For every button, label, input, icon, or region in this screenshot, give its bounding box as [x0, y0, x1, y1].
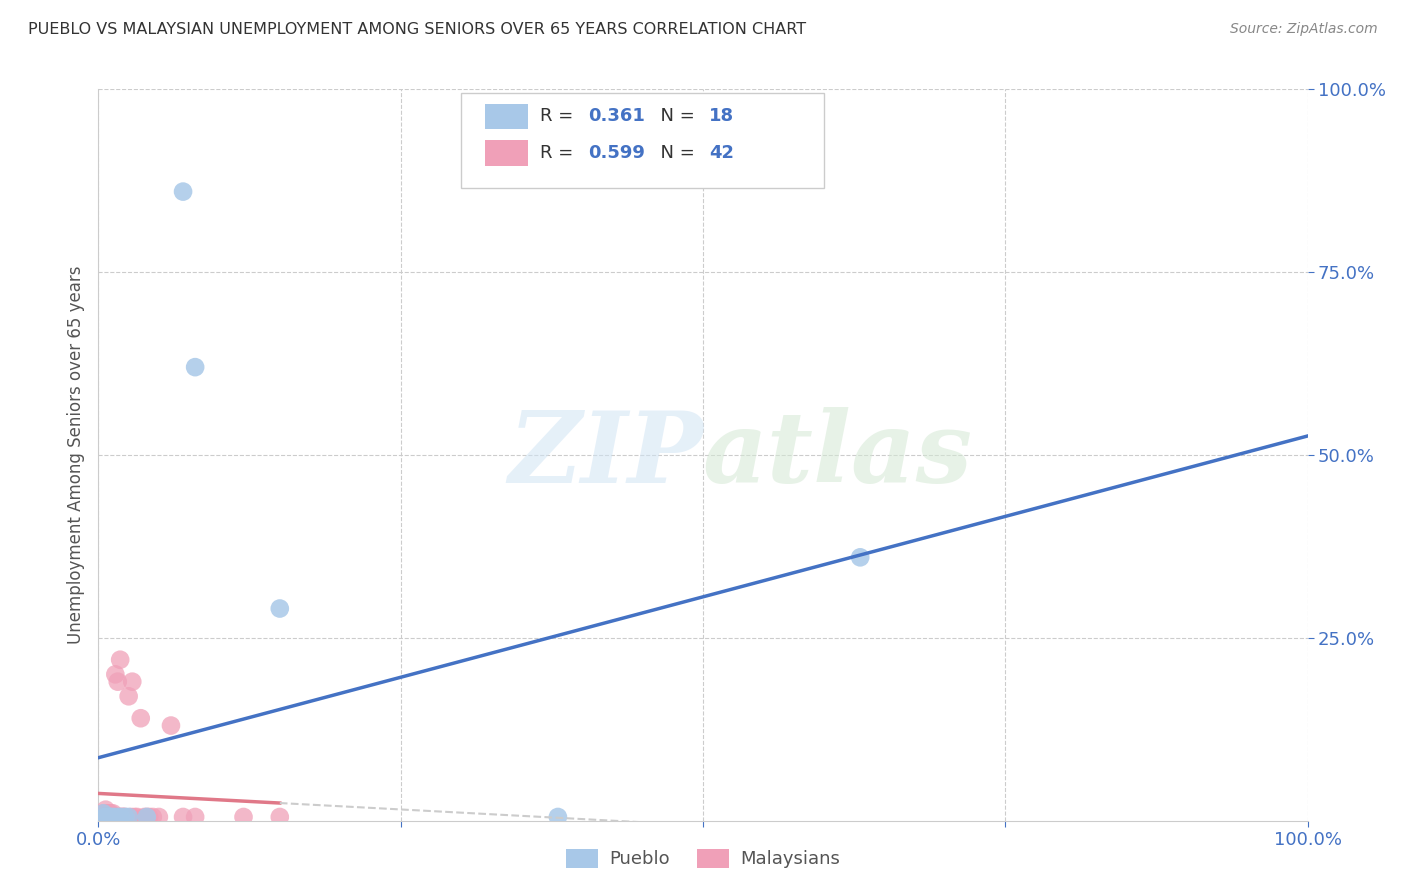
Text: PUEBLO VS MALAYSIAN UNEMPLOYMENT AMONG SENIORS OVER 65 YEARS CORRELATION CHART: PUEBLO VS MALAYSIAN UNEMPLOYMENT AMONG S…	[28, 22, 806, 37]
Point	[100, 810, 122, 824]
Point	[94, 810, 117, 824]
Point	[118, 810, 141, 824]
Point	[98, 810, 121, 824]
Point	[98, 806, 121, 821]
Point	[93, 810, 115, 824]
Point	[101, 810, 124, 824]
Legend: Pueblo, Malaysians: Pueblo, Malaysians	[557, 840, 849, 878]
Point	[108, 810, 131, 824]
Point	[98, 810, 121, 824]
Point	[101, 806, 124, 821]
Point	[134, 810, 156, 824]
Point	[96, 810, 118, 824]
Text: 0.361: 0.361	[588, 107, 645, 125]
Point	[135, 810, 157, 824]
Point	[97, 806, 120, 821]
Point	[96, 810, 118, 824]
Point	[184, 360, 207, 375]
Point	[269, 601, 291, 615]
Point	[110, 810, 132, 824]
Point	[103, 810, 125, 824]
FancyBboxPatch shape	[485, 103, 527, 129]
Point	[91, 810, 114, 824]
Point	[107, 674, 129, 689]
Text: R =: R =	[540, 144, 579, 161]
Point	[120, 810, 142, 824]
Y-axis label: Unemployment Among Seniors over 65 years: Unemployment Among Seniors over 65 years	[66, 266, 84, 644]
Point	[114, 810, 136, 824]
Point	[94, 810, 117, 824]
Point	[127, 810, 149, 824]
Point	[93, 806, 115, 821]
FancyBboxPatch shape	[461, 93, 824, 188]
Point	[114, 810, 136, 824]
FancyBboxPatch shape	[485, 140, 527, 166]
Point	[93, 810, 115, 824]
Point	[91, 806, 114, 821]
Point	[121, 674, 143, 689]
Text: N =: N =	[648, 107, 700, 125]
Point	[849, 550, 872, 565]
Point	[104, 667, 127, 681]
Point	[269, 810, 291, 824]
Point	[94, 803, 117, 817]
Point	[232, 810, 254, 824]
Point	[184, 810, 207, 824]
Text: ZIP: ZIP	[508, 407, 703, 503]
Text: N =: N =	[648, 144, 700, 161]
Point	[100, 810, 122, 824]
Point	[138, 810, 160, 824]
Point	[111, 810, 134, 824]
Point	[118, 690, 141, 704]
Text: 42: 42	[709, 144, 734, 161]
Point	[97, 810, 120, 824]
Point	[97, 810, 120, 824]
Point	[172, 810, 194, 824]
Text: 0.599: 0.599	[588, 144, 645, 161]
Text: Source: ZipAtlas.com: Source: ZipAtlas.com	[1230, 22, 1378, 37]
Text: atlas: atlas	[703, 407, 973, 503]
Point	[160, 718, 183, 732]
Point	[172, 185, 194, 199]
Point	[547, 810, 569, 824]
Point	[105, 810, 128, 824]
Text: 18: 18	[709, 107, 734, 125]
Point	[100, 806, 122, 821]
Point	[142, 810, 165, 824]
Point	[148, 810, 170, 824]
Point	[108, 810, 131, 824]
Text: R =: R =	[540, 107, 579, 125]
Point	[100, 810, 122, 824]
Point	[124, 810, 146, 824]
Point	[96, 806, 118, 821]
Point	[105, 810, 128, 824]
Point	[135, 810, 157, 824]
Point	[112, 810, 135, 824]
Point	[108, 653, 131, 667]
Point	[129, 711, 152, 725]
Point	[91, 806, 114, 821]
